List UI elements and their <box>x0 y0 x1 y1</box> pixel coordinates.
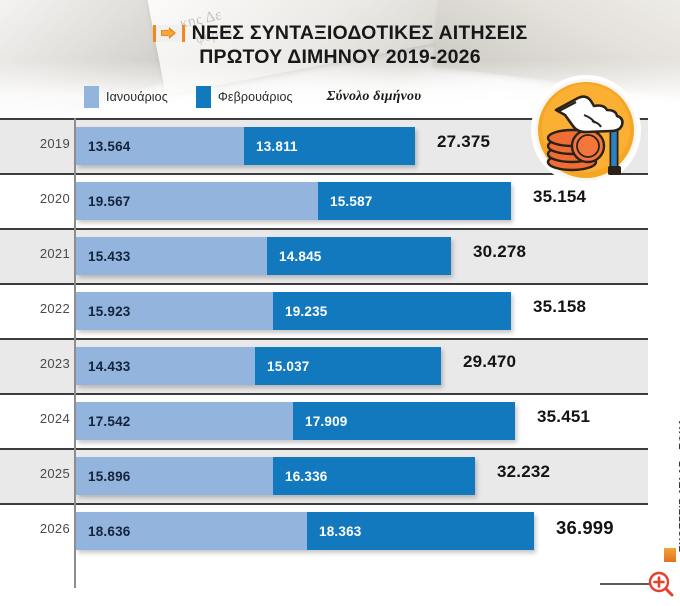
row-separator <box>0 228 648 230</box>
bar-segment-january: 14.433 <box>76 347 255 385</box>
bar-value-january: 14.433 <box>88 358 131 374</box>
source-strip: ΕΚΘΕΣΕΙΣ ΑΤΛΑΣ - ΕΦΚΑ <box>648 118 680 588</box>
bar-segment-january: 18.636 <box>76 512 307 550</box>
bar-value-february: 13.811 <box>256 138 298 154</box>
row-separator <box>0 118 648 120</box>
bar-value-february: 16.336 <box>285 468 328 484</box>
row-total-label: 32.232 <box>497 462 551 481</box>
bar-value-february: 19.235 <box>285 303 328 319</box>
bar-segment-january: 19.567 <box>76 182 318 220</box>
chart-plot-area: 2019 13.564 13.811 27.375 2020 19.567 15.587 35… <box>0 118 680 588</box>
bar-segment-february: 15.587 <box>318 182 511 220</box>
row-separator <box>0 393 648 395</box>
stacked-bar: 17.542 17.909 <box>76 402 515 440</box>
table-row: 2025 15.896 16.336 32.232 <box>0 448 680 503</box>
row-year-label: 2026 <box>39 521 70 536</box>
legend-label-january: Ιανουάριος <box>106 90 168 104</box>
bar-value-february: 17.909 <box>305 413 348 429</box>
bar-segment-february: 13.811 <box>244 127 415 165</box>
row-year-label: 2022 <box>39 301 70 316</box>
bar-value-february: 18.363 <box>319 523 362 539</box>
bar-segment-february: 15.037 <box>255 347 441 385</box>
row-year-label: 2024 <box>39 411 70 426</box>
bar-segment-february: 17.909 <box>293 402 515 440</box>
table-row: 2020 19.567 15.587 35.154 <box>0 173 680 228</box>
stacked-bar: 19.567 15.587 <box>76 182 511 220</box>
row-total-label: 35.158 <box>533 297 587 316</box>
stacked-bar: 15.433 14.845 <box>76 237 451 275</box>
row-year-label: 2023 <box>39 356 70 371</box>
bar-value-january: 15.433 <box>88 248 131 264</box>
bar-value-january: 15.923 <box>88 303 131 319</box>
table-row: 2023 14.433 15.037 29.470 <box>0 338 680 393</box>
legend-item-february: Φεβρουάριος <box>195 86 293 108</box>
chart-axis-line <box>74 118 76 588</box>
bar-segment-february: 16.336 <box>273 457 475 495</box>
bar-segment-january: 15.923 <box>76 292 273 330</box>
row-year-label: 2025 <box>39 466 70 481</box>
legend-swatch-january <box>84 86 99 108</box>
bar-segment-february: 18.363 <box>307 512 534 550</box>
table-row: 2026 18.636 18.363 36.999 <box>0 503 680 558</box>
stacked-bar: 13.564 13.811 <box>76 127 415 165</box>
bar-value-january: 15.896 <box>88 468 131 484</box>
row-separator <box>0 283 648 285</box>
stacked-bar: 15.923 19.235 <box>76 292 511 330</box>
legend-item-january: Ιανουάριος <box>84 86 168 108</box>
stacked-bar: 14.433 15.037 <box>76 347 441 385</box>
table-row: 2022 15.923 19.235 35.158 <box>0 283 680 338</box>
title-line-1-row: ΝΕΕΣ ΣΥΝΤΑΞΙΟΔΟΤΙΚΕΣ ΑΙΤΗΣΕΙΣ <box>0 22 680 44</box>
magnifier-plus-icon[interactable] <box>647 570 675 598</box>
bar-segment-january: 13.564 <box>76 127 244 165</box>
row-total-label: 35.451 <box>537 407 591 426</box>
row-separator <box>0 338 648 340</box>
bar-value-february: 15.037 <box>267 358 310 374</box>
row-total-label: 30.278 <box>473 242 527 261</box>
bar-segment-january: 17.542 <box>76 402 293 440</box>
bar-value-january: 13.564 <box>88 138 131 154</box>
bar-segment-january: 15.896 <box>76 457 273 495</box>
bar-value-february: 14.845 <box>279 248 322 264</box>
bar-segment-january: 15.433 <box>76 237 267 275</box>
bar-value-january: 17.542 <box>88 413 131 429</box>
row-year-label: 2021 <box>39 246 70 261</box>
chart-rows: 2019 13.564 13.811 27.375 2020 19.567 15.587 35… <box>0 118 680 558</box>
row-year-label: 2020 <box>39 191 70 206</box>
row-year-label: 2019 <box>39 136 70 151</box>
orange-arrow-icon <box>152 24 185 42</box>
table-row: 2024 17.542 17.909 35.451 <box>0 393 680 448</box>
row-separator <box>0 503 648 505</box>
bar-value-january: 19.567 <box>88 193 131 209</box>
legend-label-total: Σύνολο διμήνου <box>326 89 422 104</box>
page-title-line-2: ΠΡΩΤΟΥ ΔΙΜΗΝΟΥ 2019-2026 <box>199 46 481 68</box>
row-separator <box>0 173 648 175</box>
zoom-badge-rule <box>600 583 652 585</box>
hand-cane-coins-icon <box>528 72 644 188</box>
bar-value-january: 18.636 <box>88 523 131 539</box>
legend-swatch-february <box>195 86 211 108</box>
title-block: ΝΕΕΣ ΣΥΝΤΑΞΙΟΔΟΤΙΚΕΣ ΑΙΤΗΣΕΙΣ ΠΡΩΤΟΥ ΔΙΜ… <box>0 22 680 69</box>
legend-label-february: Φεβρουάριος <box>217 90 293 104</box>
row-total-label: 29.470 <box>463 352 517 371</box>
stacked-bar: 15.896 16.336 <box>76 457 475 495</box>
page-title-line-1: ΝΕΕΣ ΣΥΝΤΑΞΙΟΔΟΤΙΚΕΣ ΑΙΤΗΣΕΙΣ <box>191 22 528 44</box>
row-total-label: 35.154 <box>533 187 587 206</box>
row-separator <box>0 448 648 450</box>
orange-source-mark-icon <box>664 548 676 562</box>
chart-legend: Ιανουάριος Φεβρουάριος Σύνολο διμήνου <box>84 86 421 108</box>
row-total-label: 36.999 <box>556 517 614 538</box>
row-total-label: 27.375 <box>437 132 491 151</box>
stacked-bar: 18.636 18.363 <box>76 512 534 550</box>
bar-value-february: 15.587 <box>330 193 373 209</box>
table-row: 2021 15.433 14.845 30.278 <box>0 228 680 283</box>
bar-segment-february: 14.845 <box>267 237 451 275</box>
bar-segment-february: 19.235 <box>273 292 511 330</box>
